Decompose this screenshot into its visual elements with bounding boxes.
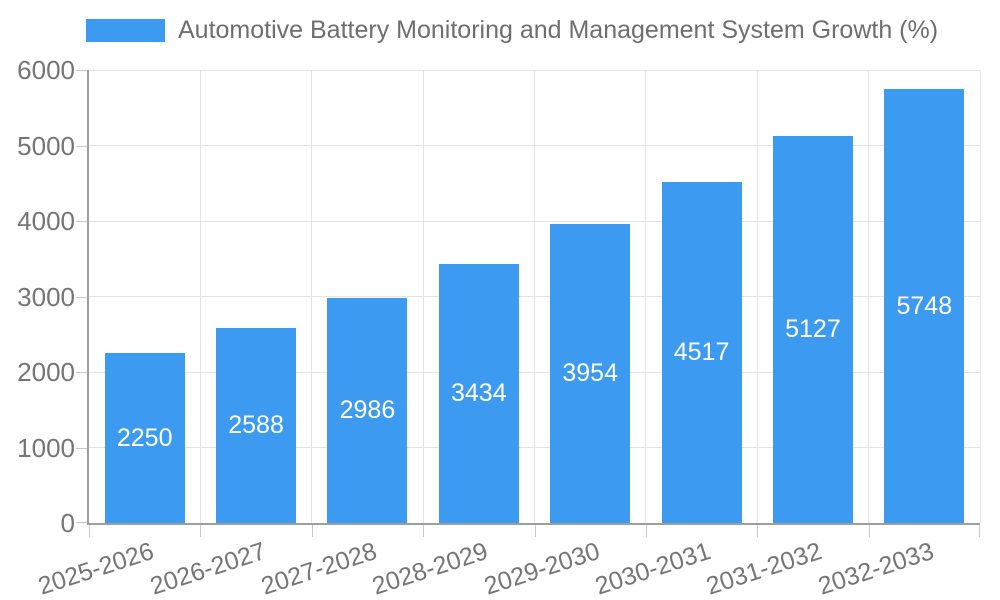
x-gridline [645,70,647,523]
y-axis-tick-label: 5000 [17,130,75,161]
x-gridline [199,70,201,523]
x-axis-tick-label: 2032-2033 [814,537,937,600]
bar-value-label: 2588 [228,410,284,439]
y-axis-tick [76,221,87,222]
y-axis-tick-label: 1000 [17,432,75,463]
x-gridline [311,70,313,523]
x-axis-tick [868,525,870,537]
legend-swatch [86,19,165,42]
x-gridline [756,70,758,523]
y-axis-tick [76,522,87,523]
bar[interactable]: 3954 [550,224,631,523]
bar-value-label: 5127 [785,314,841,343]
y-axis-tick [76,296,87,298]
x-axis-tick [423,525,425,537]
bar-value-label: 3954 [562,359,618,388]
y-axis-tick [76,372,87,373]
x-gridline [979,70,981,523]
x-axis-tick [979,525,980,537]
bar[interactable]: 2250 [104,353,185,523]
bar[interactable]: 4517 [661,181,742,523]
x-axis-tick [534,525,536,537]
legend[interactable]: Automotive Battery Monitoring and Manage… [86,16,938,45]
x-axis-tick-label: 2028-2029 [369,537,492,600]
bar-value-label: 5748 [896,291,953,320]
x-axis-tick-label: 2025-2026 [34,537,158,600]
y-axis-tick-label: 2000 [17,357,75,387]
x-axis-tick-label: 2029-2030 [480,537,603,600]
bar[interactable]: 3434 [438,263,519,523]
bar[interactable]: 2986 [327,297,408,523]
x-axis-tick [311,525,313,537]
y-axis-tick [76,70,87,71]
x-axis-tick-label: 2027-2028 [257,537,381,600]
bar[interactable]: 2588 [216,327,297,523]
plot-area: 0 1000 2000 3000 4000 5000 6000 2250 2588 2986 343… [17,56,981,600]
x-axis-tick [89,525,90,537]
bar-value-label: 3434 [451,378,507,407]
bar-value-label: 2250 [116,423,173,452]
legend-label: Automotive Battery Monitoring and Manage… [178,16,939,44]
bar-value-label: 4517 [673,337,730,366]
bar-value-label: 2986 [339,395,396,424]
y-axis-tick [76,145,87,147]
y-axis-tick-label: 3000 [17,281,75,312]
y-axis-tick [76,447,87,449]
x-gridline [422,70,424,523]
x-axis-tick [200,525,202,537]
x-axis-tick-label: 2026-2027 [146,537,269,600]
y-axis-tick-label: 0 [60,508,75,538]
bar[interactable]: 5748 [884,89,965,523]
x-axis-tick-label: 2030-2031 [591,537,715,600]
x-gridline [868,70,870,523]
x-gridline [534,70,535,523]
x-axis-tick [757,525,759,537]
y-axis-tick-label: 4000 [17,206,75,236]
x-axis-tick-label: 2031-2032 [703,537,826,600]
bar[interactable]: 5127 [772,135,853,523]
y-axis-tick-label: 6000 [17,55,75,85]
x-axis-tick [645,525,647,537]
